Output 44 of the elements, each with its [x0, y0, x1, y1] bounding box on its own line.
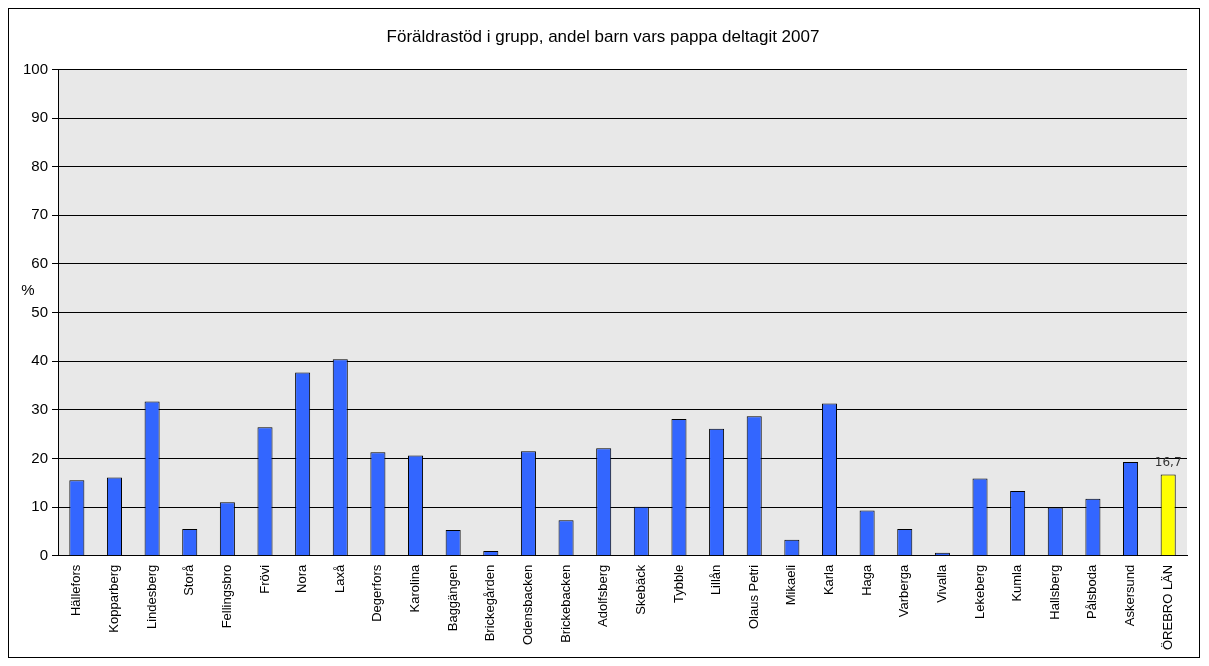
- y-tick-label: 30: [31, 399, 49, 417]
- x-tick-label: Kopparberg: [106, 564, 122, 633]
- x-tick-label: Karla: [821, 564, 837, 596]
- y-tick-label: 50: [31, 302, 49, 320]
- x-tick-label: Kumla: [1009, 564, 1025, 602]
- y-tick-label: 70: [31, 205, 49, 223]
- x-tick-label: Karolina: [407, 563, 423, 613]
- x-tick-label: Vivalla: [933, 563, 949, 603]
- x-tick-label: Brickebacken: [557, 564, 573, 643]
- x-tick-label: Mikaeli: [783, 564, 799, 606]
- x-tick-label: Lekeberg: [971, 564, 987, 619]
- y-tick-label: 80: [31, 156, 49, 174]
- x-tick-label: Skebäck: [632, 564, 648, 615]
- x-tick-label: Baggängen: [444, 564, 460, 632]
- y-tick-label: 40: [31, 351, 49, 369]
- y-tick-label: 100: [23, 59, 49, 77]
- x-tick-label: Tybble: [670, 564, 686, 604]
- x-tick-label: Lillån: [708, 564, 724, 596]
- x-tick-label: ÖREBRO LÄN: [1159, 564, 1175, 651]
- x-tick-label: Askersund: [1122, 564, 1138, 627]
- x-tick-label: Nora: [294, 564, 310, 593]
- x-tick-label: Degerfors: [369, 564, 385, 622]
- x-tick-label: Pålsboda: [1084, 564, 1100, 619]
- x-tick-label: Frövi: [256, 564, 272, 594]
- x-tick-label: Adolfsberg: [595, 564, 611, 627]
- chart-title: Föräldrastöd i grupp, andel barn vars pappa deltagit 2007: [386, 26, 820, 46]
- y-tick-label: 90: [31, 108, 49, 126]
- x-tick-label: Haga: [858, 563, 874, 596]
- x-tick-label: Odensbacken: [520, 564, 536, 645]
- x-tick-label: Brickegården: [482, 564, 498, 642]
- x-tick-label: Storå: [181, 563, 197, 596]
- x-tick-label: Fellingsbro: [218, 564, 234, 629]
- y-axis-title: %: [21, 280, 35, 298]
- y-tick-label: 20: [31, 448, 49, 466]
- x-tick-label: Varberga: [896, 563, 912, 618]
- data-label: 16,7: [1154, 454, 1182, 469]
- x-tick-label: Hallsberg: [1046, 564, 1062, 620]
- y-tick-label: 0: [39, 545, 49, 563]
- x-tick-label: Laxå: [331, 564, 347, 593]
- x-tick-label: Hällefors: [68, 564, 84, 617]
- y-tick-label: 10: [31, 497, 49, 515]
- y-tick-label: 60: [31, 254, 49, 272]
- x-tick-label: Olaus Petri: [745, 564, 761, 630]
- x-tick-label: Lindesberg: [143, 564, 159, 630]
